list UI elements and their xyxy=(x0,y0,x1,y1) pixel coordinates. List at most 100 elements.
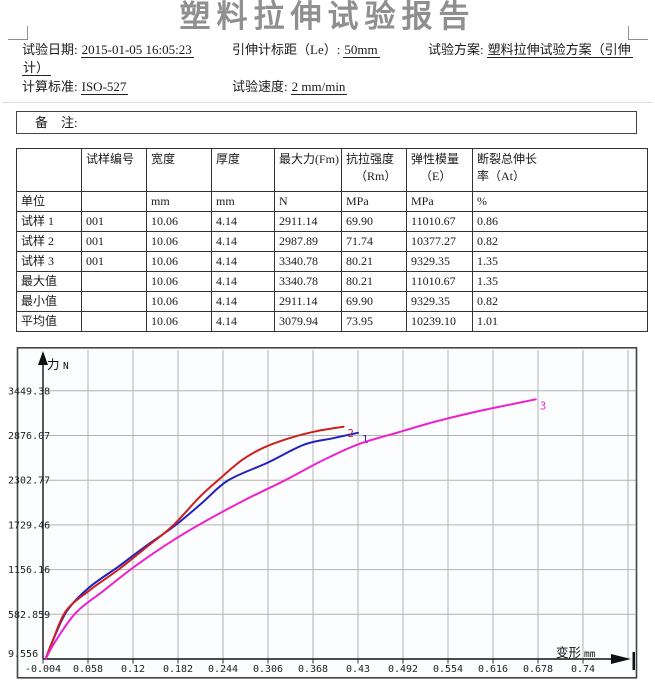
y-tick-label: 2876.07 xyxy=(8,431,50,442)
table-header-text: 试样编号 xyxy=(86,152,135,166)
y-axis-arrow xyxy=(38,351,48,365)
value-cell: 001 xyxy=(81,211,147,232)
x-axis-arrow xyxy=(611,654,631,664)
field-test-scheme-value-wrap: 计） xyxy=(22,60,52,76)
value-cell: 10239.10 xyxy=(406,311,474,332)
value-cell: N xyxy=(273,191,343,212)
x-tick-label: 0.306 xyxy=(253,664,283,675)
value-cell: 3340.78 xyxy=(273,251,343,272)
value-cell: 73.95 xyxy=(341,311,408,332)
field-test-speed-value: 2 mm/min xyxy=(290,79,348,95)
table-header-cell xyxy=(16,148,82,192)
field-gauge-length-label: 引伸计标距（Le）: xyxy=(232,42,341,57)
page-title: 塑料拉伸试验报告 xyxy=(179,0,476,34)
value-cell xyxy=(81,191,147,212)
x-tick-label: 0.43 xyxy=(346,664,370,675)
curve-specimen-2 xyxy=(44,425,345,660)
table-header-text: 宽度 xyxy=(151,152,176,166)
value-cell: 9329.35 xyxy=(406,251,474,272)
table-header-cell: 试样编号 xyxy=(81,148,147,192)
value-cell: 1.35 xyxy=(472,251,649,272)
table-row: 平均值 10.06 4.14 3079.94 73.95 10239.10 1.01 xyxy=(16,311,649,332)
field-test-scheme-value: 塑料拉伸试验方案（引伸 xyxy=(486,42,633,58)
value-cell: 0.82 xyxy=(472,231,649,252)
curve-label-2: 2 xyxy=(347,428,353,440)
table-row: 试样 3 001 10.06 4.14 3340.78 80.21 9329.35 1.35 xyxy=(16,251,649,272)
table-header-row: 试样编号 宽度 厚度 最大力(Fm) 抗拉强度 （Rm） 弹性模量 （E） 断裂总伸长 率（At） xyxy=(16,148,649,192)
field-test-scheme-wrap: 计） xyxy=(22,57,52,76)
value-cell: 80.21 xyxy=(341,271,408,292)
table-header-text: 抗拉强度 xyxy=(346,152,395,166)
field-standard-label: 计算标准: xyxy=(22,79,78,94)
table-header-cell: 抗拉强度 （Rm） xyxy=(341,148,408,192)
value-cell: 001 xyxy=(81,231,147,252)
x-tick-label: 0.12 xyxy=(121,664,145,675)
x-tick-label: 0.678 xyxy=(523,664,553,675)
field-test-speed-label: 试验速度: xyxy=(232,79,288,94)
value-cell: 1.35 xyxy=(472,271,649,292)
row-label-cell: 单位 xyxy=(16,191,82,212)
value-cell: % xyxy=(472,191,649,212)
row-label-cell: 平均值 xyxy=(16,311,82,332)
value-cell: 2987.89 xyxy=(273,231,343,252)
table-header-text: 率（At） xyxy=(477,169,526,183)
row-label-cell: 最小值 xyxy=(16,291,82,312)
value-cell: MPa xyxy=(341,191,408,212)
value-cell: 0.86 xyxy=(472,211,649,232)
field-gauge-length: 引伸计标距（Le）: 50mm xyxy=(232,39,380,58)
table-header-cell: 断裂总伸长率（At） xyxy=(472,148,649,192)
value-cell: 10377.27 xyxy=(406,231,474,252)
row-label-cell: 最大值 xyxy=(16,271,82,292)
x-tick-label: -0.004 xyxy=(25,664,61,675)
value-cell: 2911.14 xyxy=(273,211,343,232)
value-cell: 3340.78 xyxy=(273,271,343,292)
table-header-text: 断裂总伸长 xyxy=(477,152,538,166)
field-test-speed: 试验速度: 2 mm/min xyxy=(232,76,348,95)
value-cell: 80.21 xyxy=(341,251,408,272)
y-tick-label: 582.859 xyxy=(8,610,50,621)
table-header-cell: 最大力(Fm) xyxy=(273,148,343,192)
value-cell: 71.74 xyxy=(341,231,408,252)
value-cell: 69.90 xyxy=(341,211,408,232)
row-label-cell: 试样 1 xyxy=(16,211,82,232)
separator-line xyxy=(2,102,653,103)
value-cell: 1.01 xyxy=(472,311,649,332)
remark-label: 备 注: xyxy=(35,115,78,130)
x-tick-label: 0.74 xyxy=(571,664,595,675)
value-cell: 10.06 xyxy=(146,291,212,312)
x-tick-label: 0.244 xyxy=(208,664,238,675)
table-row: 最小值 10.06 4.14 2911.14 69.90 9329.35 0.82 xyxy=(16,291,649,312)
value-cell: 11010.67 xyxy=(406,271,474,292)
value-cell: 69.90 xyxy=(341,291,408,312)
value-cell xyxy=(81,271,147,292)
x-tick-label: 0.058 xyxy=(73,664,103,675)
field-test-date-value: 2015-01-05 16:05:23 xyxy=(80,42,194,58)
table-row: 单位 mm mm N MPa MPa% xyxy=(16,191,649,212)
table-header-cell: 弹性模量 （E） xyxy=(406,148,474,192)
y-tick-label: 9.556 xyxy=(8,649,38,660)
value-cell: 4.14 xyxy=(211,311,275,332)
value-cell: 10.06 xyxy=(146,231,212,252)
x-tick-label: 0.492 xyxy=(388,664,418,675)
value-cell: 9329.35 xyxy=(406,291,474,312)
x-axis-unit: mm xyxy=(584,649,596,660)
x-tick-label: 0.616 xyxy=(478,664,508,675)
value-cell: mm xyxy=(146,191,212,212)
y-axis-unit: N xyxy=(63,361,69,372)
y-axis-title: 力 xyxy=(47,358,60,372)
table-row: 试样 1 001 10.06 4.14 2911.14 69.90 11010.67 0.86 xyxy=(16,211,649,232)
curve-label-3: 3 xyxy=(540,400,546,412)
row-label-cell: 试样 2 xyxy=(16,231,82,252)
value-cell xyxy=(81,291,147,312)
value-cell: 2911.14 xyxy=(273,291,343,312)
y-tick-label: 2302.77 xyxy=(8,476,50,487)
table-header-text: （E） xyxy=(420,169,452,183)
field-test-date: 试验日期: 2015-01-05 16:05:23 xyxy=(22,39,194,58)
force-deformation-chart: -0.004 0.058 0.12 0.182 0.244 0.306 0.368 0.43 0… xyxy=(0,347,645,681)
value-cell: MPa xyxy=(406,191,474,212)
y-tick-label: 1156.16 xyxy=(8,565,50,576)
field-standard-value: ISO-527 xyxy=(80,79,129,95)
table-row: 试样 2 001 10.06 4.14 2987.89 71.74 10377.27 0.82 xyxy=(16,231,649,252)
x-axis-end-bar xyxy=(632,652,635,670)
curve-label-1: 1 xyxy=(362,434,368,446)
